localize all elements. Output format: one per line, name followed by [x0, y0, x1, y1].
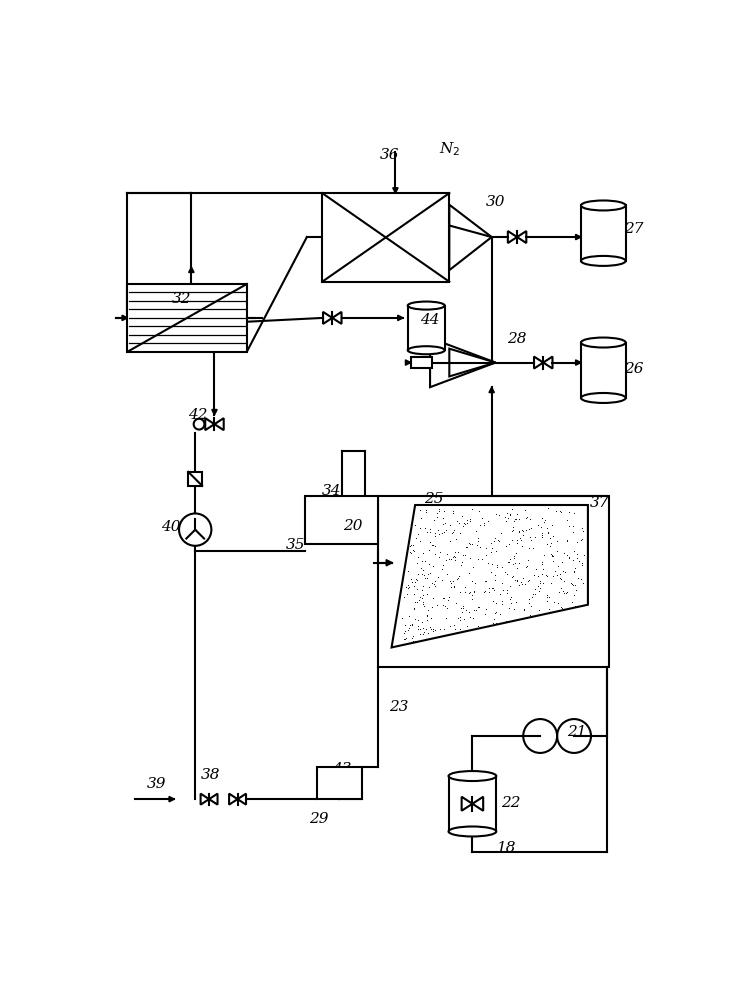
Bar — [448, 776, 496, 831]
Ellipse shape — [581, 200, 626, 210]
Polygon shape — [392, 505, 588, 647]
Text: 38: 38 — [201, 768, 220, 782]
Ellipse shape — [408, 346, 445, 354]
Polygon shape — [169, 796, 175, 802]
Text: 43: 43 — [332, 762, 351, 776]
Polygon shape — [576, 360, 581, 365]
Ellipse shape — [448, 771, 496, 781]
Bar — [581, 343, 626, 398]
Ellipse shape — [581, 393, 626, 403]
Polygon shape — [392, 188, 398, 193]
Text: 30: 30 — [486, 195, 505, 209]
Text: 32: 32 — [172, 292, 191, 306]
Bar — [322, 193, 449, 282]
Text: 24: 24 — [436, 621, 455, 635]
Bar — [581, 205, 626, 261]
Text: N$_2$: N$_2$ — [439, 140, 460, 158]
Bar — [377, 496, 609, 667]
Text: 34: 34 — [322, 484, 341, 498]
Ellipse shape — [448, 826, 496, 836]
Bar — [408, 306, 445, 350]
Text: 27: 27 — [624, 222, 644, 236]
Polygon shape — [189, 267, 194, 272]
Text: 40: 40 — [161, 520, 181, 534]
Text: 37: 37 — [590, 496, 609, 510]
Bar — [317, 767, 362, 799]
Bar — [411, 357, 433, 368]
Text: 21: 21 — [567, 725, 586, 739]
Bar — [188, 472, 202, 486]
Polygon shape — [405, 360, 411, 365]
Polygon shape — [386, 560, 392, 566]
Bar — [304, 496, 377, 544]
Ellipse shape — [581, 338, 626, 348]
Text: 22: 22 — [501, 796, 521, 810]
Text: 42: 42 — [188, 408, 207, 422]
Text: 20: 20 — [343, 519, 363, 533]
Text: 44: 44 — [420, 313, 440, 327]
Text: 18: 18 — [498, 841, 517, 855]
Bar — [128, 284, 247, 352]
Text: 35: 35 — [286, 538, 305, 552]
Polygon shape — [212, 410, 217, 415]
Polygon shape — [122, 315, 128, 321]
Ellipse shape — [408, 302, 445, 310]
Text: 28: 28 — [507, 332, 527, 346]
Polygon shape — [576, 234, 581, 240]
Text: 26: 26 — [624, 362, 644, 376]
Text: 25: 25 — [424, 492, 444, 506]
Ellipse shape — [581, 256, 626, 266]
Text: 36: 36 — [380, 148, 399, 162]
Polygon shape — [398, 315, 403, 321]
Text: 39: 39 — [147, 777, 166, 791]
Polygon shape — [489, 387, 495, 393]
Text: 23: 23 — [389, 700, 409, 714]
Text: 29: 29 — [309, 812, 328, 826]
